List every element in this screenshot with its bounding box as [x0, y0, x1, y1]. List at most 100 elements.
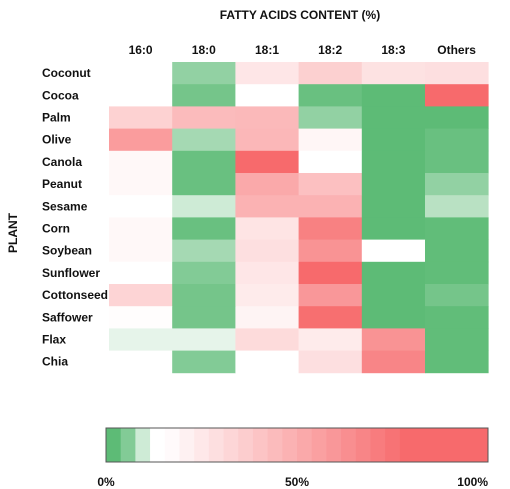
row-labels: Coconut Cocoa Palm Olive Canola Peanut Sesame C… — [42, 66, 108, 369]
colorbar-swatch — [179, 428, 195, 462]
heatmap-cell — [109, 261, 173, 285]
row-label: Chia — [42, 355, 68, 369]
heatmap-cell — [425, 217, 489, 240]
row-label: Corn — [42, 222, 70, 236]
column-header: 18:0 — [192, 43, 216, 57]
heatmap-cell — [298, 84, 363, 107]
heatmap-cell — [109, 150, 173, 174]
row-label: Sunflower — [42, 266, 100, 280]
heatmap-cell — [298, 261, 363, 285]
heatmap-cell — [109, 195, 173, 218]
heatmap-cell — [361, 62, 426, 85]
heatmap-cell — [109, 217, 173, 240]
heatmap-cell — [235, 284, 299, 307]
heatmap-cell — [425, 261, 489, 285]
heatmap-cell — [235, 173, 299, 196]
colorbar-swatch — [238, 428, 254, 462]
row-label: Flax — [42, 333, 66, 347]
heatmap-cell — [361, 350, 426, 374]
heatmap-cell — [298, 195, 363, 218]
heatmap-cell — [172, 328, 236, 351]
row-label: Palm — [42, 111, 71, 125]
colorbar-swatch — [223, 428, 239, 462]
colorbar-swatch — [297, 428, 313, 462]
heatmap-cell — [361, 284, 426, 307]
column-header: 18:2 — [318, 43, 342, 57]
heatmap-cell — [109, 62, 173, 85]
colorbar-swatch — [311, 428, 327, 462]
heatmap-cell — [109, 328, 173, 351]
colorbar-swatch — [414, 428, 430, 462]
colorbar-swatch — [385, 428, 401, 462]
colorbar-tick-label: 50% — [285, 475, 309, 489]
heatmap-cell — [361, 173, 426, 196]
heatmap-cell — [361, 150, 426, 174]
heatmap-cell — [361, 306, 426, 329]
colorbar-swatch — [106, 428, 122, 462]
heatmap-cell — [298, 128, 363, 152]
colorbar-swatch — [355, 428, 371, 462]
colorbar-swatch — [252, 428, 269, 462]
heatmap-cell — [298, 306, 363, 329]
colorbar-tick-label: 0% — [97, 475, 115, 489]
heatmap-cell — [172, 239, 236, 263]
heatmap-cell — [235, 350, 299, 374]
heatmap-cell — [235, 217, 299, 240]
colorbar-swatch — [429, 428, 445, 462]
column-header: 16:0 — [129, 43, 153, 57]
heatmap-cell — [172, 195, 236, 218]
row-label: Peanut — [42, 177, 82, 191]
heatmap-cell — [361, 261, 426, 285]
heatmap-cell — [172, 84, 236, 107]
heatmap-cell — [298, 62, 363, 85]
colorbar-swatch — [399, 428, 415, 462]
column-header: Others — [437, 43, 476, 57]
heatmap-cell — [361, 128, 426, 152]
heatmap-cell — [235, 84, 299, 107]
heatmap-cell — [172, 261, 236, 285]
colorbar-swatch — [150, 428, 166, 462]
chart-title: FATTY ACIDS CONTENT (%) — [220, 8, 380, 22]
heatmap-cell — [172, 217, 236, 240]
heatmap-cell — [235, 328, 299, 351]
heatmap-cell — [298, 328, 363, 351]
column-header: 18:3 — [381, 43, 405, 57]
heatmap-cell — [298, 350, 363, 374]
heatmap-cell — [361, 217, 426, 240]
colorbar-swatch — [326, 428, 342, 462]
heatmap-cell — [109, 128, 173, 152]
heatmap-cell — [235, 261, 299, 285]
heatmap-cell — [172, 62, 236, 85]
colorbar-swatch — [194, 428, 210, 462]
heatmap-cell — [298, 284, 363, 307]
colorbar-swatch — [267, 428, 283, 462]
heatmap-cell — [109, 284, 173, 307]
colorbar-tick-labels: 0% 50% 100% — [97, 475, 488, 489]
column-headers: 16:0 18:0 18:1 18:2 18:3 Others — [129, 43, 477, 57]
heatmap-cell — [298, 150, 363, 174]
heatmap-cell — [109, 306, 173, 329]
heatmap-cell — [172, 284, 236, 307]
row-label: Canola — [42, 155, 82, 169]
row-label: Cocoa — [42, 88, 79, 102]
heatmap-cell — [425, 306, 489, 329]
colorbar-swatch — [473, 428, 489, 462]
heatmap-cell — [172, 128, 236, 152]
row-label: Olive — [42, 133, 72, 147]
heatmap-cell — [172, 173, 236, 196]
colorbar-swatch — [208, 428, 224, 462]
heatmap-cell — [361, 84, 426, 107]
column-header: 18:1 — [255, 43, 279, 57]
row-label: Saffower — [42, 310, 93, 324]
colorbar-border — [105, 427, 489, 463]
y-axis-label: PLANT — [6, 212, 20, 253]
row-label: Coconut — [42, 66, 91, 80]
heatmap-cell — [235, 106, 299, 129]
heatmap-cell — [235, 150, 299, 174]
colorbar-swatch — [341, 428, 357, 462]
heatmap-cell — [425, 106, 489, 129]
heatmap-cell — [109, 173, 173, 196]
heatmap-cells — [109, 62, 489, 374]
heatmap-cell — [361, 328, 426, 351]
